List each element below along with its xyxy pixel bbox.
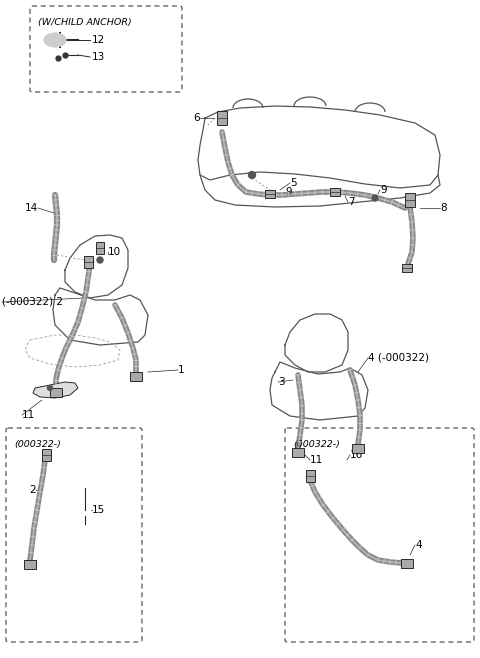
Text: 13: 13 bbox=[92, 52, 105, 62]
Text: 10: 10 bbox=[108, 247, 121, 257]
Text: 9: 9 bbox=[285, 187, 292, 197]
Bar bbox=[130, 372, 142, 380]
Bar bbox=[217, 111, 227, 125]
Text: 14: 14 bbox=[25, 203, 38, 213]
Text: 7: 7 bbox=[348, 197, 355, 207]
Text: (-000322) 2: (-000322) 2 bbox=[2, 297, 63, 307]
Text: 15: 15 bbox=[92, 505, 105, 515]
Circle shape bbox=[249, 172, 255, 178]
Bar bbox=[292, 447, 304, 457]
Text: 4: 4 bbox=[415, 540, 421, 550]
Text: 2: 2 bbox=[29, 485, 36, 495]
Bar bbox=[84, 256, 93, 268]
Bar bbox=[41, 449, 50, 461]
Text: 11: 11 bbox=[22, 410, 35, 420]
Polygon shape bbox=[33, 382, 78, 398]
Text: 16: 16 bbox=[350, 450, 363, 460]
Bar bbox=[402, 264, 412, 272]
Text: 6: 6 bbox=[193, 113, 200, 123]
Text: 12: 12 bbox=[92, 35, 105, 45]
Bar bbox=[305, 470, 314, 482]
Text: 8: 8 bbox=[440, 203, 446, 213]
Bar bbox=[265, 190, 275, 198]
Text: (000322-): (000322-) bbox=[14, 440, 61, 449]
Bar bbox=[352, 443, 364, 453]
Circle shape bbox=[372, 195, 378, 201]
Text: (W/CHILD ANCHOR): (W/CHILD ANCHOR) bbox=[38, 18, 132, 27]
Text: 11: 11 bbox=[310, 455, 323, 465]
Text: 1: 1 bbox=[178, 365, 185, 375]
Ellipse shape bbox=[44, 33, 66, 47]
Text: 4 (-000322): 4 (-000322) bbox=[368, 353, 429, 363]
Bar bbox=[401, 559, 413, 567]
Text: 9: 9 bbox=[380, 185, 386, 195]
Circle shape bbox=[48, 386, 52, 390]
Bar bbox=[405, 193, 415, 207]
Text: 3: 3 bbox=[278, 377, 285, 387]
Bar bbox=[24, 559, 36, 569]
Bar bbox=[96, 242, 104, 254]
Bar bbox=[50, 388, 62, 397]
Text: 5: 5 bbox=[290, 178, 297, 188]
Circle shape bbox=[97, 257, 103, 263]
Text: (000322-): (000322-) bbox=[293, 440, 340, 449]
Bar bbox=[330, 188, 340, 196]
